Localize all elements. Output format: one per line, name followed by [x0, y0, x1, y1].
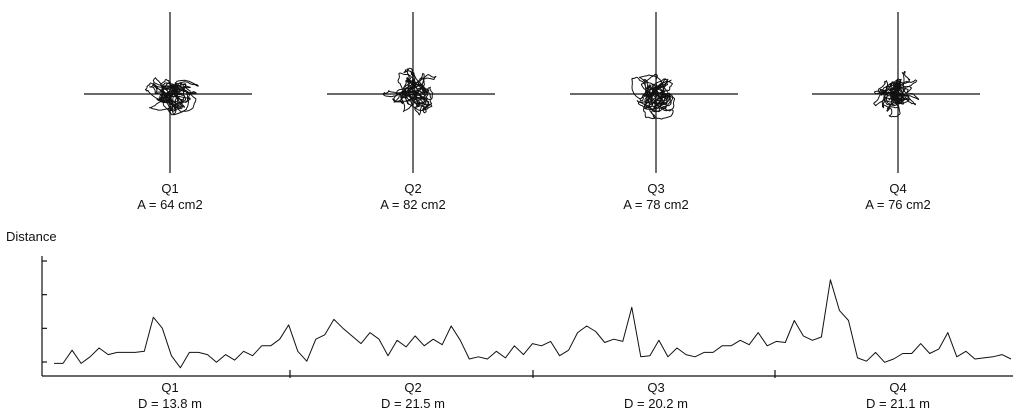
- q3-distance-label: D = 20.2 m: [624, 396, 688, 411]
- q3-sway-trace: [631, 73, 675, 120]
- q3-section-title: Q3: [647, 380, 664, 395]
- stabilogram-panel-q2: Q2 A = 82 cm2: [327, 12, 495, 212]
- q4-area-label: A = 76 cm2: [865, 197, 930, 212]
- q3-panel-title: Q3: [647, 181, 664, 196]
- q2-sway-trace: [382, 67, 437, 116]
- distance-y-ticks: [42, 260, 47, 363]
- distance-series-line: [54, 279, 1012, 369]
- stabilogram-panel-q1: Q1 A = 64 cm2: [84, 12, 252, 212]
- stabilogram-panels: Q1 A = 64 cm2 Q2 A = 82 cm2 Q3 A = 78 cm…: [84, 12, 980, 212]
- q1-distance-label: D = 13.8 m: [138, 396, 202, 411]
- q4-panel-title: Q4: [889, 181, 906, 196]
- stabilogram-panel-q3: Q3 A = 78 cm2: [570, 12, 738, 212]
- q1-panel-title: Q1: [161, 181, 178, 196]
- q4-distance-label: D = 21.1 m: [866, 396, 930, 411]
- stabilogram-panel-q4: Q4 A = 76 cm2: [812, 12, 980, 212]
- q1-area-label: A = 64 cm2: [137, 197, 202, 212]
- q3-area-label: A = 78 cm2: [623, 197, 688, 212]
- distance-axis-title: Distance: [6, 229, 57, 244]
- q1-section-title: Q1: [161, 380, 178, 395]
- q2-area-label: A = 82 cm2: [380, 197, 445, 212]
- q4-section-title: Q4: [889, 380, 906, 395]
- q2-distance-label: D = 21.5 m: [381, 396, 445, 411]
- q4-sway-trace: [873, 71, 920, 118]
- q2-section-title: Q2: [404, 380, 421, 395]
- distance-line-chart: Distance Q1 D = 13.8 m Q2 D = 21.5 m Q3 …: [6, 229, 1013, 411]
- q1-sway-trace: [144, 77, 199, 116]
- section-dividers: [289, 370, 776, 378]
- q2-panel-title: Q2: [404, 181, 421, 196]
